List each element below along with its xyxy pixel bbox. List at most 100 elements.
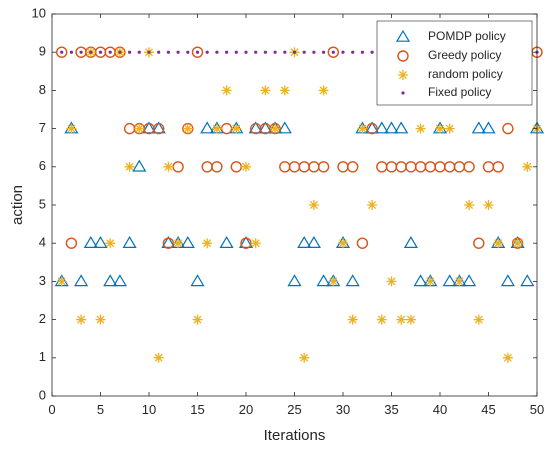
y-tick-label: 3 <box>39 273 46 288</box>
fixed-point <box>205 50 209 54</box>
pomdp-point <box>481 121 496 134</box>
greedy-point <box>211 161 223 173</box>
x-tick-label: 50 <box>530 402 544 417</box>
fixed-point <box>186 50 190 54</box>
legend-symbols <box>395 29 411 95</box>
fixed-point <box>273 50 277 54</box>
fixed-point <box>302 50 306 54</box>
random-point <box>124 161 135 172</box>
random-point <box>512 238 523 249</box>
legend-box <box>376 20 533 106</box>
pomdp-point <box>190 274 205 287</box>
random-point <box>95 314 106 325</box>
greedy-point <box>492 161 504 173</box>
pomdp-point <box>471 121 486 134</box>
pomdp-point <box>394 121 409 134</box>
fixed-point <box>283 50 287 54</box>
fixed-point <box>137 50 141 54</box>
pomdp-point <box>238 236 254 248</box>
x-tick-label: 15 <box>190 402 204 417</box>
random-point <box>396 314 407 325</box>
x-tick-label: 0 <box>48 402 55 417</box>
y-tick-label: 1 <box>39 349 46 364</box>
legend-symbol-pomdp <box>395 29 411 42</box>
random-point <box>502 352 513 363</box>
fixed-point <box>215 50 219 54</box>
pomdp-point <box>74 274 89 287</box>
random-point <box>134 123 145 134</box>
fixed-point <box>370 50 374 54</box>
random-point <box>405 314 416 325</box>
pomdp-point <box>112 274 127 287</box>
random-point <box>270 123 281 134</box>
pomdp-point <box>180 236 195 248</box>
random-point <box>328 276 339 287</box>
y-tick-label: 8 <box>39 82 46 97</box>
pomdp-point <box>500 274 515 287</box>
y-axis-ticks: 0 1 2 3 4 5 6 7 8 9 10 <box>32 5 537 402</box>
fixed-point <box>351 50 355 54</box>
fixed-point <box>195 50 200 54</box>
fixed-point <box>341 50 345 54</box>
x-tick-label: 35 <box>384 402 398 417</box>
random-point <box>105 238 116 249</box>
random-point <box>493 238 504 249</box>
pomdp-point <box>122 236 137 248</box>
fixed-point <box>89 50 93 54</box>
greedy-point <box>327 46 339 58</box>
fixed-point <box>234 50 238 54</box>
random-point <box>308 200 319 210</box>
greedy-point <box>356 237 369 249</box>
pomdp-point <box>93 236 108 248</box>
pomdp-point <box>316 274 331 287</box>
random-point <box>347 314 358 325</box>
x-tick-label: 40 <box>433 402 447 417</box>
random-point <box>464 200 475 210</box>
fixed-point <box>263 50 267 54</box>
random-point <box>425 276 436 287</box>
fixed-point <box>157 50 161 54</box>
pomdp-point <box>365 121 380 134</box>
random-point <box>250 238 261 249</box>
legend-label-pomdp: POMDP policy <box>428 29 506 43</box>
y-tick-label: 6 <box>39 158 46 173</box>
legend-symbol-fixed <box>401 91 405 95</box>
random-point <box>241 161 251 172</box>
y-tick-label: 10 <box>32 5 46 20</box>
random-point <box>153 352 164 363</box>
random-point <box>454 276 465 287</box>
random-point <box>66 123 77 134</box>
random-point <box>163 161 174 172</box>
pomdp-point <box>141 121 157 134</box>
random-point <box>357 123 368 134</box>
x-tick-label: 5 <box>97 402 104 417</box>
fixed-point <box>79 50 83 54</box>
random-point <box>182 123 193 134</box>
fixed-point <box>98 50 103 54</box>
fixed-point <box>147 50 151 54</box>
legend-label-random: random policy <box>428 67 503 81</box>
random-point <box>192 314 203 325</box>
random-point <box>338 238 348 249</box>
pomdp-point <box>374 121 389 134</box>
fixed-point <box>60 50 64 54</box>
random-point <box>386 276 397 287</box>
greedy-point <box>56 46 68 58</box>
greedy-point <box>191 46 204 58</box>
pomdp-point <box>200 121 215 134</box>
x-tick-label: 30 <box>336 402 350 417</box>
x-tick-label: 20 <box>239 402 253 417</box>
pomdp-point <box>413 274 428 287</box>
greedy-point <box>317 161 330 173</box>
fixed-point <box>244 50 248 54</box>
pomdp-point <box>520 274 535 287</box>
x-tick-label: 25 <box>287 402 301 417</box>
x-tick-label: 10 <box>142 402 156 417</box>
y-tick-label: 9 <box>39 44 46 59</box>
pomdp-point <box>345 274 360 287</box>
pomdp-point <box>442 274 457 287</box>
y-tick-label: 5 <box>39 196 46 211</box>
fixed-point <box>292 50 297 54</box>
random-point <box>221 85 232 96</box>
y-tick-label: 4 <box>39 235 46 250</box>
